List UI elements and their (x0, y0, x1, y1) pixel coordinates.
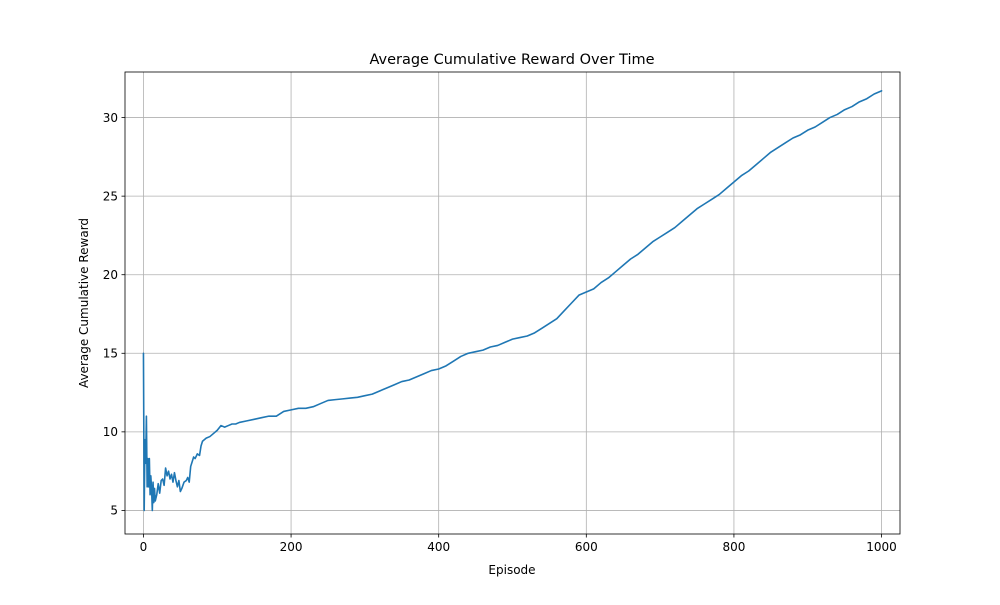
y-tick-label: 5 (110, 504, 118, 518)
x-axis-label: Episode (488, 563, 535, 577)
y-tick-label: 10 (103, 425, 118, 439)
x-tick-label: 400 (427, 540, 450, 554)
series-line (142, 90, 883, 512)
axes-frame (124, 71, 901, 535)
grid (125, 72, 900, 534)
chart-title: Average Cumulative Reward Over Time (369, 52, 654, 68)
y-tick-label: 20 (103, 268, 118, 282)
x-tick-label: 800 (722, 540, 745, 554)
series-layer (142, 90, 883, 512)
plot-area (125, 72, 900, 534)
y-axis-label: Average Cumulative Reward (77, 218, 91, 388)
x-tick-label: 0 (140, 540, 148, 554)
x-tick-label: 200 (280, 540, 303, 554)
ticks: 0 200 400 600 800 1000 5 10 15 20 25 30 (103, 111, 897, 554)
y-tick-label: 25 (103, 189, 118, 203)
x-tick-label: 600 (575, 540, 598, 554)
y-tick-label: 15 (103, 347, 118, 361)
y-tick-label: 30 (103, 111, 118, 125)
x-tick-label: 1000 (866, 540, 897, 554)
